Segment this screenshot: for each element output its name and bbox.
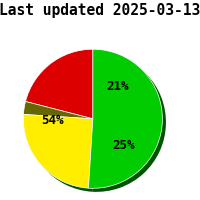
Wedge shape [23, 114, 93, 188]
Text: 54%: 54% [41, 114, 64, 127]
Text: 25%: 25% [112, 139, 134, 152]
Wedge shape [29, 53, 96, 122]
Wedge shape [27, 118, 96, 192]
Text: 21%: 21% [106, 80, 129, 93]
Wedge shape [26, 49, 93, 119]
Wedge shape [89, 49, 162, 188]
Title: Last updated 2025-03-13: Last updated 2025-03-13 [0, 3, 200, 18]
Wedge shape [92, 53, 166, 192]
Wedge shape [27, 105, 96, 122]
Wedge shape [23, 101, 93, 119]
